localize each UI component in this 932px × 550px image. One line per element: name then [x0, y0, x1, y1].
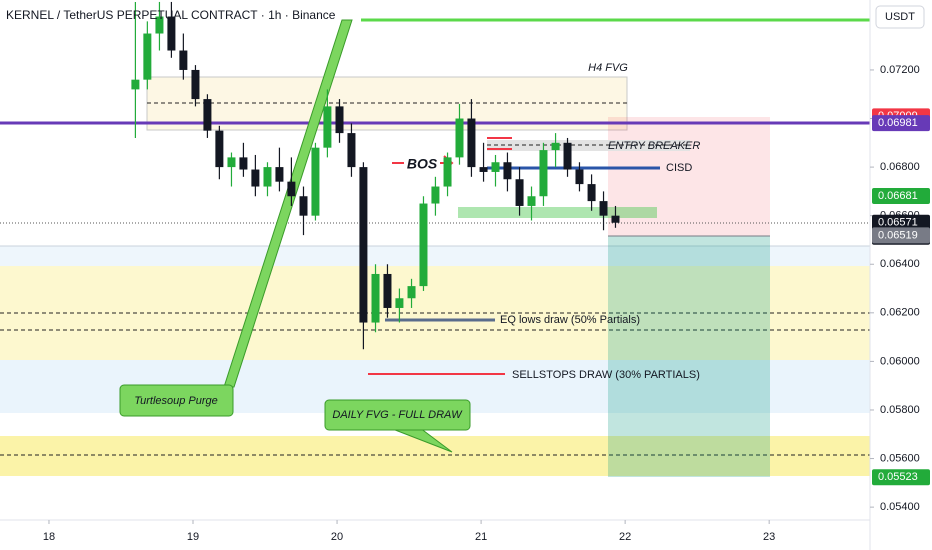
candle-body: [431, 186, 440, 204]
x-tick-label: 18: [43, 531, 55, 543]
currency-button[interactable]: [875, 5, 925, 29]
candle-body: [131, 79, 140, 90]
turtlesoup-callout: [119, 384, 234, 417]
candle-body: [479, 167, 488, 172]
price-tag: [872, 227, 930, 244]
bos-label-bg: [404, 155, 440, 173]
x-tick-label: 23: [763, 531, 775, 543]
fvg-highlight: [458, 207, 657, 218]
daily-fvg-callout: [324, 399, 471, 431]
candle-body: [575, 169, 584, 185]
price-tag: [872, 115, 930, 132]
candle-body: [551, 142, 560, 151]
y-tick-label: 0.06400: [880, 258, 920, 270]
annotation: DAILY FVG - FULL DRAW: [332, 409, 463, 421]
candle-body: [359, 167, 368, 323]
zone-blue: [0, 246, 870, 266]
x-tick-label: 22: [619, 531, 631, 543]
y-tick-label: 0.06000: [880, 355, 920, 367]
annotation: EQ lows draw (50% Partials): [500, 314, 640, 326]
x-tick-label: 21: [475, 531, 487, 543]
candle-body: [203, 99, 212, 131]
annotation: H4 FVG: [588, 62, 628, 74]
price-tag-label: 0.06571: [878, 217, 918, 229]
y-tick-label: 0.05800: [880, 404, 920, 416]
price-tag-label: 0.05523: [878, 471, 918, 483]
y-tick-label: 0.06200: [880, 307, 920, 319]
x-tick-label: 20: [331, 531, 343, 543]
candle-body: [611, 215, 620, 223]
currency-label[interactable]: USDT: [885, 11, 915, 23]
candle-body: [323, 106, 332, 148]
chart-title: KERNEL / TetherUS PERPETUAL CONTRACT · 1…: [6, 8, 336, 22]
candle-body: [263, 167, 272, 187]
price-tag-label: 0.06981: [878, 117, 918, 129]
annotation: ENTRY BREAKER: [608, 140, 700, 152]
candle-body: [563, 142, 572, 170]
candle-body: [371, 273, 380, 323]
annotation: Turtlesoup Purge: [134, 395, 218, 407]
x-tick-label: 19: [187, 531, 199, 543]
y-tick-label: 0.05600: [880, 452, 920, 464]
candle-body: [167, 16, 176, 51]
stop-zone: [608, 117, 770, 236]
annotation: SELLSTOPS DRAW (30% PARTIALS): [512, 369, 700, 381]
price-tag: [872, 188, 930, 205]
candle-body: [467, 118, 476, 168]
candle-body: [143, 33, 152, 80]
annotation: BOS: [407, 156, 438, 172]
candle-body: [587, 184, 596, 202]
candle-body: [527, 196, 536, 206]
candle-body: [227, 157, 236, 168]
y-tick-label: 0.07200: [880, 64, 920, 76]
price-tag-label: 0.06519: [878, 229, 918, 241]
candle-body: [383, 273, 392, 308]
candle-body: [287, 181, 296, 197]
candle-body: [443, 157, 452, 187]
candle-body: [419, 203, 428, 287]
candle-body: [155, 16, 164, 34]
y-tick-label: 0.06800: [880, 161, 920, 173]
candle-body: [347, 133, 356, 168]
candle-body: [407, 286, 416, 299]
candle-body: [599, 201, 608, 216]
candle-body: [215, 130, 224, 168]
price-tag: [872, 469, 930, 486]
y-tick-label: 0.05400: [880, 501, 920, 513]
candle-body: [179, 50, 188, 70]
candle-body: [503, 162, 512, 180]
candle-body: [515, 179, 524, 206]
annotation: CISD: [666, 162, 692, 174]
candle-body: [311, 147, 320, 216]
price-tag-label: 0.06681: [878, 190, 918, 202]
candle-body: [191, 69, 200, 100]
candle-body: [275, 167, 284, 182]
candle-body: [539, 150, 548, 197]
target-zone: [608, 236, 770, 477]
candle-body: [335, 106, 344, 134]
candle-body: [395, 298, 404, 308]
candle-body: [239, 157, 248, 170]
candle-body: [491, 162, 500, 172]
candle-body: [251, 169, 260, 187]
candle-body: [299, 196, 308, 216]
candle-body: [455, 118, 464, 158]
